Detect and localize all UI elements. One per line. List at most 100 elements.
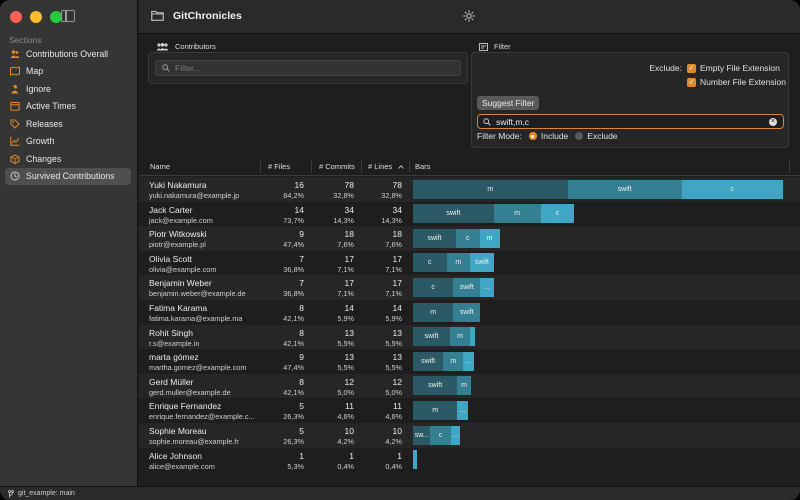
table-row[interactable]: Benjamin Weber benjamin.weber@example.de 7… (139, 275, 800, 300)
bar-segment[interactable]: m (479, 228, 500, 248)
bar-segment[interactable]: m (449, 327, 471, 347)
sections-label: Sections (9, 35, 42, 45)
bar-segment[interactable]: c (430, 425, 451, 445)
lines-count: 78 (392, 180, 402, 190)
empty-extension-checkbox[interactable]: ✓ Empty File Extension (687, 63, 780, 73)
contributor-name: Enrique Fernandez (149, 401, 222, 412)
contributor-email: gerd.muller@example.de (149, 387, 231, 397)
column-name[interactable]: Name (150, 162, 171, 171)
files-percent: 42,1% (283, 387, 304, 397)
files-percent: 26,3% (283, 437, 304, 446)
close-window-button[interactable] (10, 11, 22, 23)
table-row[interactable]: Fatima Karama fatima.karama@example.ma 8 42… (139, 300, 800, 325)
sun-icon[interactable] (463, 10, 475, 22)
bar-segment[interactable]: m (457, 376, 471, 396)
table-row[interactable]: Rohit Singh r.s@example.in 8 42,1% 13 5,5% 13 5… (139, 324, 800, 350)
bar-segment[interactable]: c (456, 228, 480, 248)
table-row[interactable]: Sophie Moreau sophie.moreau@example.fr 5 26… (139, 423, 800, 448)
bar-segment[interactable]: ... (463, 351, 475, 371)
table-row[interactable]: Enrique Fernandez enrique.fernandez@examp… (139, 398, 800, 423)
bar-segment[interactable]: swift (413, 327, 450, 347)
bar-segment[interactable]: m (443, 351, 464, 371)
bar-segment[interactable]: swift (453, 302, 481, 322)
contributor-name: Jack Carter (149, 204, 193, 215)
bar-segment[interactable]: m (493, 204, 541, 224)
sort-ascending-icon[interactable] (398, 165, 404, 169)
contributor-search-field[interactable] (155, 60, 461, 76)
commits-percent: 5,0% (337, 387, 354, 397)
suggest-filter-button[interactable]: Suggest Filter (477, 96, 540, 110)
clear-icon[interactable]: × (769, 117, 777, 126)
bar-segment[interactable]: m (413, 400, 458, 420)
files-count: 14 (294, 204, 304, 215)
table-row[interactable]: Alice Johnson alice@example.com 1 5,3% 1 0,4%… (139, 448, 800, 473)
bar-segment[interactable]: m (446, 253, 471, 273)
bar-segment[interactable]: ... (480, 277, 494, 297)
bar-segment[interactable]: swift (413, 376, 458, 396)
lines-percent: 5,0% (385, 387, 402, 397)
bar-segment[interactable]: ... (450, 425, 461, 445)
sidebar-item-changes[interactable]: Changes (5, 150, 131, 168)
bar-segment[interactable]: swift (470, 253, 494, 273)
files-percent: 5,3% (287, 461, 304, 471)
bar-segment[interactable]: m (413, 179, 568, 199)
table-row[interactable]: marta gómez martha.gomez@example.com 9 47,4… (139, 349, 800, 374)
contribution-bar: m swift (413, 302, 481, 322)
exclude-radio[interactable] (575, 132, 584, 140)
table-row[interactable]: Gerd Müller gerd.muller@example.de 8 42,1% 1… (139, 373, 800, 399)
bar-segment[interactable]: swift (413, 204, 494, 224)
bar-segment[interactable]: swift (413, 228, 456, 248)
table-row[interactable]: Jack Carter jack@example.com 14 73,7% 34 14,3… (139, 202, 800, 227)
bar-segment[interactable] (413, 450, 418, 470)
contribution-bar: m... (413, 400, 469, 420)
sidebar-item-releases[interactable]: Releases (5, 115, 131, 133)
column-lines[interactable]: # Lines (368, 162, 393, 171)
column-files[interactable]: # Files (268, 162, 291, 171)
column-commits[interactable]: # Commits (319, 162, 355, 171)
bar-segment[interactable]: sw... (413, 425, 431, 445)
files-count: 8 (299, 303, 304, 313)
box-icon (10, 154, 20, 164)
sidebar-toggle-icon[interactable] (61, 10, 75, 22)
contributor-search-input[interactable] (175, 63, 435, 73)
sidebar-item-active-times[interactable]: Active Times (5, 98, 131, 116)
minimize-window-button[interactable] (30, 11, 42, 23)
bar-segment[interactable]: c (540, 204, 575, 224)
bar-segment[interactable]: ... (457, 400, 469, 420)
column-divider (361, 161, 362, 172)
sidebar: Sections Contributions Overall Map Ignore A… (0, 0, 138, 486)
folder-icon[interactable] (151, 10, 164, 21)
lines-percent: 0,4% (385, 461, 402, 471)
table-header: Name # Files # Commits # Lines Bars (139, 158, 800, 176)
bar-segment[interactable] (470, 327, 476, 347)
sidebar-item-label: Active Times (26, 101, 76, 112)
table-row[interactable]: Yuki Nakamura yuki.nakamura@example.jp 16 8… (139, 177, 800, 202)
bar-segment[interactable]: m (413, 302, 454, 322)
column-bars[interactable]: Bars (415, 162, 431, 171)
include-radio[interactable] (528, 132, 537, 140)
bar-segment[interactable]: swift (413, 351, 444, 371)
sidebar-item-contributions-overall[interactable]: Contributions Overall (5, 45, 131, 63)
filter-field[interactable]: × (477, 114, 784, 129)
sidebar-item-growth[interactable]: Growth (5, 133, 131, 151)
table-row[interactable]: Olivia Scott olivia@example.com 7 36,8% 17 7,… (139, 251, 800, 276)
bar-segment[interactable]: swift (453, 277, 481, 297)
sidebar-item-survived-contributions[interactable]: Survived Contributions (5, 167, 131, 185)
column-divider (260, 161, 261, 172)
bar-segment[interactable]: c (413, 277, 454, 297)
filter-input[interactable] (496, 116, 766, 127)
sidebar-item-label: Releases (26, 118, 63, 129)
lines-count: 13 (392, 327, 402, 338)
sidebar-item-ignore[interactable]: Ignore (5, 80, 131, 98)
lines-count: 18 (392, 229, 402, 240)
table-row[interactable]: Piotr Witkowski piotr@example.pl 9 47,4% 18 7… (139, 226, 800, 251)
bar-segment[interactable]: c (681, 179, 783, 199)
bar-segment[interactable]: swift (567, 179, 682, 199)
zoom-window-button[interactable] (50, 11, 62, 23)
files-percent: 42,1% (283, 338, 304, 348)
number-extension-checkbox[interactable]: ✓ Number File Extension (687, 77, 786, 87)
sidebar-item-map[interactable]: Map (5, 63, 131, 81)
files-count: 16 (294, 180, 304, 190)
bar-segment[interactable]: c (413, 253, 447, 273)
